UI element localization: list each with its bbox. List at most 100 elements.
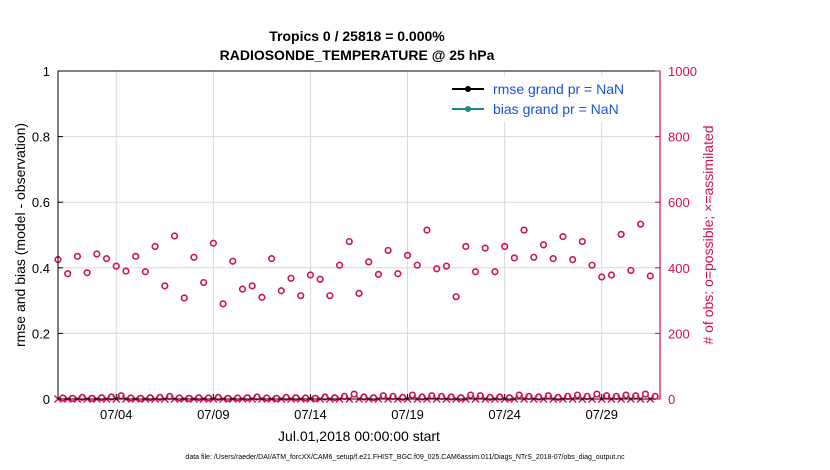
y-tick-label-right: 0 [668,392,675,407]
possible-obs-point-low [360,393,368,401]
possible-obs-point-low [535,393,543,401]
y-tick-label-right: 200 [668,326,690,341]
possible-obs-point-low [331,394,339,402]
x-tick-label: 07/09 [197,407,230,422]
legend-bias-marker [465,106,471,112]
possible-obs-point-low [78,393,86,401]
possible-obs-point-low [311,394,319,402]
right-y-axis-label: # of obs: o=possible; ×=assimilated [700,125,716,344]
possible-obs-point-low [127,394,135,402]
possible-obs-point [578,237,586,246]
possible-obs-point [151,242,159,251]
chart-title-line2: RADIOSONDE_TEMPERATURE @ 25 hPa [220,47,495,63]
x-axis-ticks: 07/04 07/09 07/14 07/19 07/24 07/29 [100,394,618,422]
possible-obs-point [539,241,548,249]
possible-obs-point [180,294,188,302]
possible-obs-point [170,232,179,240]
possible-obs-point [83,269,91,277]
y-tick-label-right: 800 [668,130,690,145]
possible-obs-point [520,226,528,234]
possible-obs-point-low [301,394,310,402]
possible-obs-point [73,252,82,260]
possible-obs-point [326,292,334,300]
possible-obs-point-low [282,393,290,401]
possible-obs-point [530,253,538,261]
possible-obs-point [258,293,266,301]
possible-obs-point-low [88,394,96,402]
left-y-axis-label: rmse and bias (model - observation) [12,123,28,347]
possible-obs-point-low [175,394,183,402]
x-axis-label: Jul.01,2018 00:00:00 start [278,428,440,444]
possible-obs-point-low [185,394,193,402]
possible-obs-point [248,282,256,290]
possible-obs-point [345,237,353,246]
possible-obs-point [200,278,208,287]
legend-rmse-label: rmse grand pr = NaN [493,81,624,97]
possible-obs-point [64,270,72,278]
possible-obs-point-low [263,394,271,402]
possible-obs-point-low [272,394,281,402]
grid-lines [58,71,660,399]
x-tick-label: 07/24 [488,407,521,422]
possible-obs-point [297,292,305,300]
possible-obs-point-low [156,393,164,401]
possible-obs-point-low [98,394,106,402]
data-marks [54,220,659,403]
possible-obs-point-low [243,394,251,402]
possible-obs-point-low [59,394,67,402]
possible-obs-point [598,273,606,281]
possible-obs-point-low [234,394,242,402]
possible-obs-point-low [369,394,378,402]
possible-obs-point-low [146,394,154,402]
y-tick-label-right: 1000 [668,64,697,79]
possible-obs-point-low [467,391,475,399]
possible-obs-point-low [515,391,523,399]
possible-obs-point [607,271,616,279]
right-y-axis-ticks: 0 200 400 600 800 1000 [655,64,697,407]
possible-obs-point-low [554,393,562,401]
possible-obs-point [442,262,450,270]
possible-obs-point [462,242,470,251]
possible-obs-point [277,287,285,295]
possible-obs-point [627,266,635,275]
possible-obs-point-low [505,394,514,402]
data-file-footer: data file: /Users/raeder/DAI/ATM_forcXX/… [185,454,625,461]
y-tick-label-left: 0.2 [32,326,50,341]
possible-obs-point [636,220,645,228]
possible-obs-point-low [573,391,582,399]
legend-box [447,76,647,122]
chart-title-line1: Tropics 0 / 25818 = 0.000% [269,28,445,44]
possible-obs-point-low [204,394,213,402]
possible-obs-point [384,246,392,255]
x-tick-label: 07/19 [391,407,424,422]
possible-obs-point [403,251,412,259]
possible-obs-point-low [399,393,407,401]
x-tick-label: 07/04 [100,407,133,422]
possible-obs-point [93,250,101,258]
possible-obs-point [510,254,518,262]
possible-obs-point [471,268,480,276]
x-tick-label: 07/14 [294,407,327,422]
y-tick-label-right: 400 [668,261,690,276]
possible-obs-point [617,230,625,238]
possible-obs-point [491,268,499,276]
possible-obs-point-low [321,393,329,401]
left-y-axis-ticks: 0 0.2 0.4 0.6 0.8 1 [32,64,63,407]
possible-obs-point [355,289,363,297]
possible-obs-point [423,226,431,234]
possible-obs-point [365,258,373,266]
y-tick-label-left: 0.6 [32,195,50,210]
possible-obs-point [481,244,489,252]
possible-obs-point-low [641,390,650,398]
possible-obs-point-low [195,394,203,402]
possible-obs-point-low [593,390,601,398]
possible-obs-point [219,300,227,308]
possible-obs-point [268,255,276,263]
possible-obs-point [141,268,149,276]
possible-obs-point [122,267,130,275]
legend: rmse grand pr = NaN bias grand pr = NaN [447,76,647,122]
possible-obs-point [132,252,140,260]
possible-obs-point [501,242,509,251]
possible-obs-point [569,256,577,264]
possible-obs-point [452,293,460,301]
